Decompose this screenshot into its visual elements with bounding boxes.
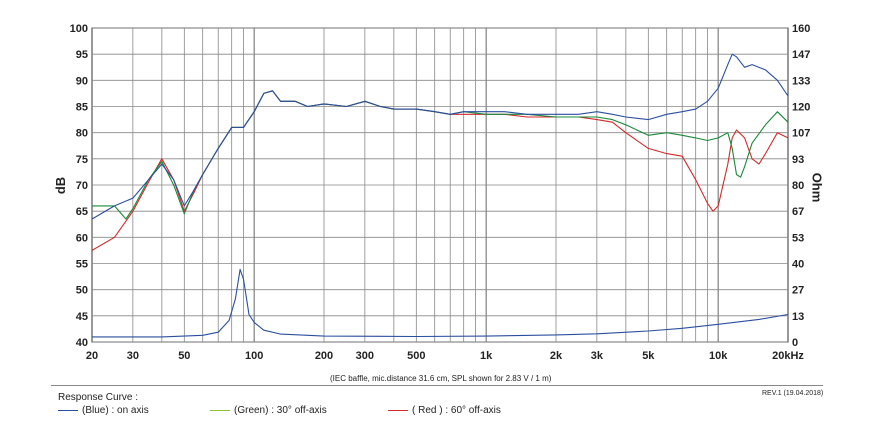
y-left-tick-label: 85	[76, 102, 88, 114]
y-left-tick-label: 100	[70, 23, 88, 35]
legend-label-red: ( Red ) : 60° off-axis	[412, 405, 501, 416]
y-right-tick-label: 53	[792, 232, 804, 244]
series-line-red	[91, 90, 789, 251]
y-left-tick-label: 45	[76, 311, 88, 323]
y-left-tick-label: 80	[76, 128, 88, 140]
legend-item-green: (Green) : 30° off-axis	[210, 405, 327, 416]
x-tick-label: 100	[245, 350, 263, 362]
x-tick-label: 20kHz	[772, 350, 804, 362]
x-tick-label: 10k	[709, 350, 728, 362]
legend-item-red: ( Red ) : 60° off-axis	[388, 405, 501, 416]
y-right-tick-label: 160	[792, 23, 810, 35]
x-tick-label: 30	[127, 350, 139, 362]
y-right-tick-label: 107	[792, 128, 810, 140]
y-right-tick-label: 93	[792, 154, 804, 166]
y-right-tick-label: 147	[792, 49, 810, 61]
x-tick-label: 2k	[550, 350, 563, 362]
y-left-tick-label: 65	[76, 206, 88, 218]
y-left-tick-label: 55	[76, 259, 88, 271]
series-line-impedance	[92, 268, 789, 338]
y-axis-left-label: dB	[53, 176, 69, 195]
y-right-tick-label: 67	[792, 206, 804, 218]
y-right-tick-label: 80	[792, 180, 804, 192]
response-curve-label: Response Curve :	[58, 392, 139, 403]
chart-grid	[91, 27, 789, 343]
y-right-tick-label: 40	[792, 259, 804, 271]
x-tick-label: 200	[315, 350, 333, 362]
series-line-green	[92, 90, 789, 220]
y-left-tick-label: 95	[76, 49, 88, 61]
y-right-tick-label: 120	[792, 102, 810, 114]
measurement-conditions: (IEC baffle, mic.distance 31.6 cm, SPL s…	[330, 374, 552, 383]
legend-label-blue: (Blue) : on axis	[82, 405, 149, 416]
x-tick-label: 1k	[480, 350, 493, 362]
y-right-tick-label: 27	[792, 285, 804, 297]
legend-item-blue: (Blue) : on axis	[58, 405, 149, 416]
y-left-tick-label: 50	[76, 285, 88, 297]
x-tick-label: 3k	[591, 350, 604, 362]
legend-swatch-green	[210, 410, 230, 411]
y-left-tick-label: 60	[76, 232, 88, 244]
y-right-tick-label: 133	[792, 75, 810, 87]
axis-ticks: 20 30 50 100 200 300 500 1k 2k 3k 5k 10k 20kHz404550…	[70, 23, 811, 362]
legend-box	[51, 385, 823, 426]
x-tick-label: 300	[356, 350, 374, 362]
series-line-blue	[91, 53, 789, 220]
y-right-tick-label: 0	[792, 337, 798, 349]
y-right-tick-label: 13	[792, 311, 804, 323]
legend-swatch-red	[388, 410, 408, 411]
y-left-tick-label: 40	[76, 337, 88, 349]
legend-label-green: (Green) : 30° off-axis	[234, 405, 327, 416]
y-left-tick-label: 70	[76, 180, 88, 192]
x-tick-label: 5k	[642, 350, 655, 362]
y-left-tick-label: 90	[76, 75, 88, 87]
chart-curves	[91, 53, 789, 338]
y-axis-right-label: Ohm	[809, 172, 825, 203]
legend-swatch-blue	[58, 410, 78, 411]
x-tick-label: 50	[178, 350, 190, 362]
x-tick-label: 20	[86, 350, 98, 362]
y-left-tick-label: 75	[76, 154, 88, 166]
x-tick-label: 500	[407, 350, 425, 362]
revision-label: REV.1 (19.04.2018)	[762, 390, 824, 397]
